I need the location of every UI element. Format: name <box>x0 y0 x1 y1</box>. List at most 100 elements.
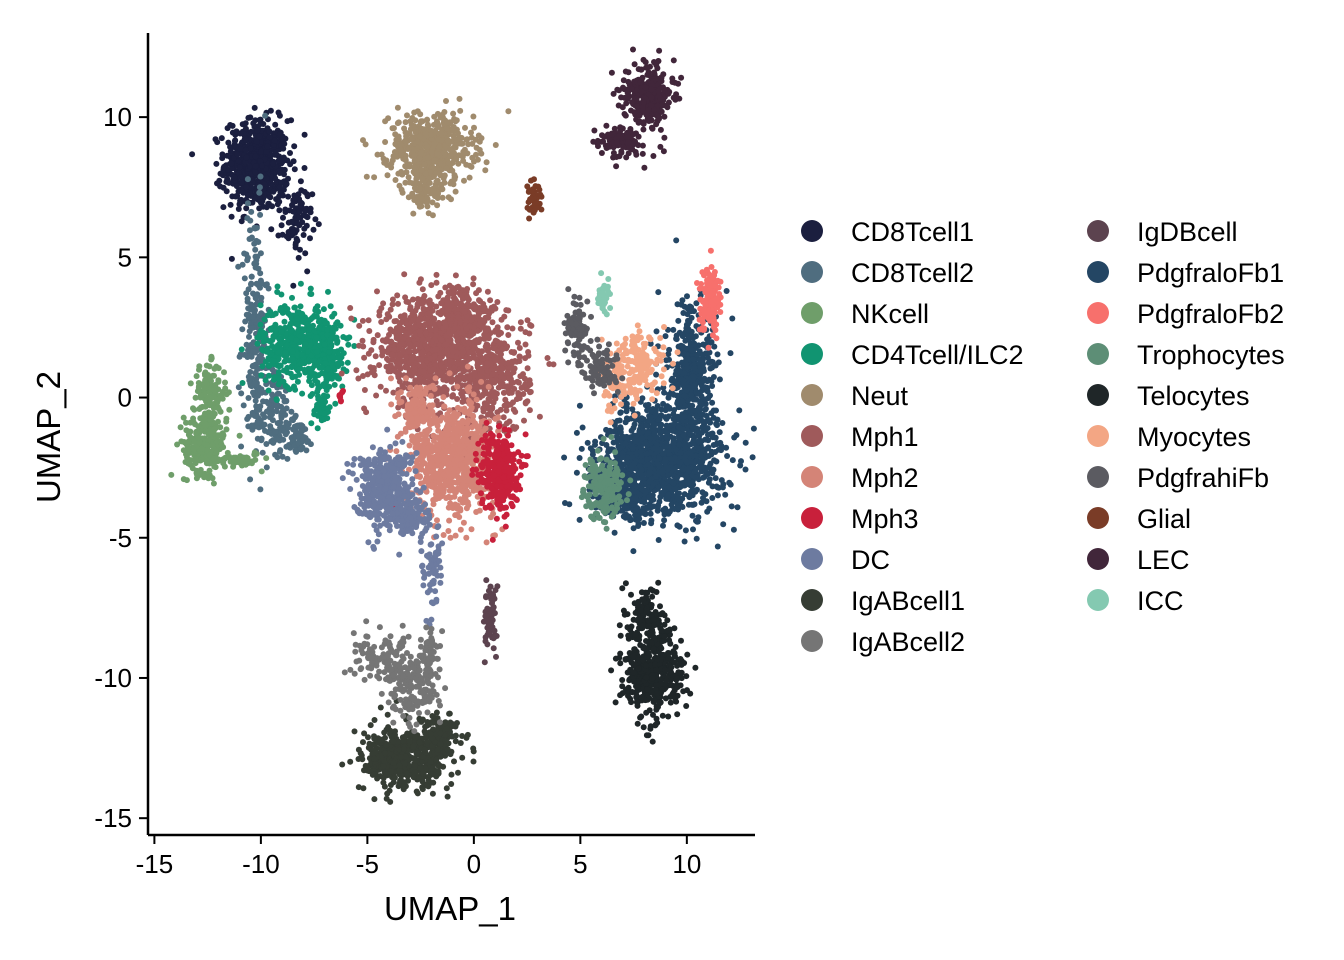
data-point <box>258 468 265 475</box>
data-point <box>257 321 264 328</box>
data-point <box>392 413 399 420</box>
data-point <box>252 169 259 176</box>
data-point <box>238 346 245 353</box>
data-point <box>281 367 287 374</box>
data-point <box>439 186 446 193</box>
data-point <box>388 375 394 382</box>
data-point <box>248 301 255 308</box>
data-point <box>378 344 385 351</box>
data-point <box>467 355 473 362</box>
data-point <box>434 517 440 524</box>
data-point <box>471 434 478 441</box>
data-point <box>242 120 249 127</box>
data-point <box>430 188 437 194</box>
data-point <box>366 328 373 334</box>
data-point <box>259 162 265 169</box>
data-point <box>212 464 219 471</box>
data-point <box>389 301 396 308</box>
data-point <box>242 125 249 132</box>
data-point <box>259 363 266 370</box>
data-point <box>509 325 516 332</box>
data-point <box>445 459 452 466</box>
data-point <box>315 372 322 379</box>
data-point <box>398 168 405 175</box>
data-point <box>268 181 275 188</box>
data-point <box>344 335 351 342</box>
data-point <box>297 178 304 185</box>
data-point <box>237 145 244 152</box>
data-point <box>410 423 417 430</box>
data-point <box>233 193 240 200</box>
data-point <box>245 395 252 401</box>
data-point <box>258 435 265 442</box>
data-point <box>407 405 414 412</box>
data-point <box>241 275 248 282</box>
data-point <box>479 369 485 375</box>
data-point <box>220 204 227 211</box>
data-point <box>303 222 310 229</box>
data-point <box>436 355 443 362</box>
data-point <box>284 157 291 164</box>
data-point <box>315 385 322 392</box>
data-point <box>490 393 497 400</box>
data-point <box>459 466 466 472</box>
data-point <box>387 362 394 369</box>
data-point <box>446 416 453 423</box>
data-point <box>223 418 230 425</box>
data-point <box>289 356 296 363</box>
data-point <box>411 197 418 203</box>
data-point <box>192 456 199 462</box>
data-point <box>231 174 238 181</box>
data-point <box>453 333 459 340</box>
data-point <box>419 336 426 343</box>
data-point <box>444 295 451 302</box>
data-point <box>277 362 284 369</box>
data-point <box>293 448 300 455</box>
data-point <box>470 275 477 282</box>
data-point <box>261 421 268 428</box>
data-point <box>183 477 190 484</box>
data-point <box>257 158 264 165</box>
data-point <box>313 404 320 411</box>
data-point <box>439 453 446 459</box>
data-point <box>313 349 320 355</box>
data-point <box>251 104 258 111</box>
data-point <box>462 427 469 434</box>
data-point <box>441 109 448 115</box>
data-point <box>441 403 448 410</box>
data-point <box>252 246 259 253</box>
data-point <box>502 396 509 403</box>
data-point <box>371 174 378 181</box>
data-point <box>420 306 427 313</box>
data-point <box>447 534 454 541</box>
data-point <box>428 282 435 289</box>
data-point <box>454 511 461 518</box>
data-point <box>237 174 244 181</box>
data-point <box>457 292 464 299</box>
data-point <box>276 131 283 138</box>
data-point <box>433 271 440 278</box>
data-point <box>472 420 478 427</box>
data-point <box>393 448 400 455</box>
data-point <box>441 179 448 186</box>
data-point <box>463 534 470 541</box>
data-point <box>240 402 247 409</box>
data-point <box>471 124 477 131</box>
data-point <box>427 373 434 380</box>
data-point <box>312 216 319 223</box>
data-point <box>455 447 462 453</box>
data-point <box>274 283 281 290</box>
data-point <box>434 453 440 459</box>
data-point <box>269 203 276 210</box>
data-point <box>226 179 232 186</box>
data-point <box>273 344 280 351</box>
data-point <box>514 378 521 385</box>
data-point <box>251 224 258 231</box>
data-point <box>244 215 251 222</box>
data-point <box>471 369 478 376</box>
data-point <box>359 337 366 344</box>
data-point <box>187 380 194 387</box>
data-point <box>249 458 256 465</box>
data-point <box>238 179 245 186</box>
data-point <box>401 271 408 278</box>
